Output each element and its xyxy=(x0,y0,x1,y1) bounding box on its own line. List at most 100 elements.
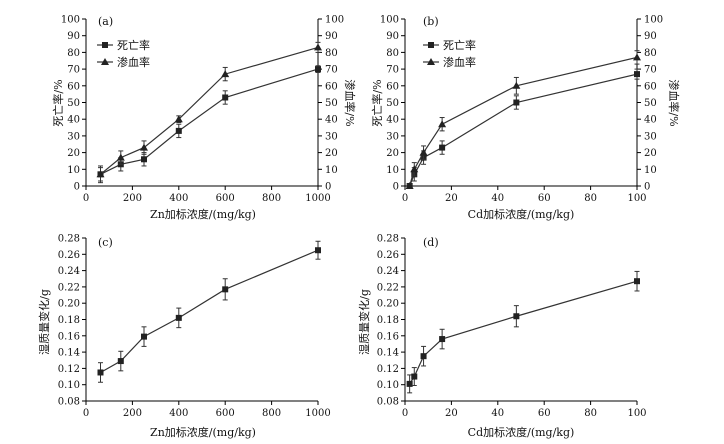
y-tick-label: 0.08 xyxy=(58,397,80,408)
data-point-triangle xyxy=(140,143,148,151)
x-tick-label: 600 xyxy=(216,193,235,204)
panel-c-label: (c) xyxy=(98,236,113,249)
y2-tick-label: 20 xyxy=(325,148,338,159)
panel-a-xlabel: Zn加标浓度/(mg/kg) xyxy=(150,207,256,221)
x-tick-label: 60 xyxy=(538,408,551,419)
y-tick-label: 0.28 xyxy=(377,234,399,245)
legend-marker-square xyxy=(102,42,108,48)
y2-tick-label: 90 xyxy=(325,31,338,42)
data-point-square xyxy=(411,373,418,380)
y-tick-label: 0.12 xyxy=(377,364,399,375)
data-point-square xyxy=(513,313,520,320)
data-point-triangle xyxy=(221,70,230,78)
panel-a-label: (a) xyxy=(98,15,113,28)
y2-tick-label: 100 xyxy=(325,15,344,26)
x-tick-label: 40 xyxy=(491,193,504,204)
y-tick-label: 20 xyxy=(67,148,80,159)
y-tick-label: 0.20 xyxy=(58,299,80,310)
y-tick-label: 70 xyxy=(67,65,80,76)
legend-label-mortality: 死亡率 xyxy=(117,38,150,52)
y-tick-label: 80 xyxy=(386,48,399,59)
data-point-square xyxy=(222,286,229,293)
data-point-triangle xyxy=(419,148,428,156)
data-point-square xyxy=(439,144,446,151)
y-tick-label: 60 xyxy=(386,81,399,92)
series-line xyxy=(409,56,638,187)
legend-marker-triangle xyxy=(427,58,435,65)
y2-tick-label: 50 xyxy=(325,98,338,109)
data-point-triangle xyxy=(96,170,105,178)
data-point-square xyxy=(117,358,124,365)
x-tick-label: 80 xyxy=(584,193,597,204)
data-point-square xyxy=(141,333,147,340)
data-point-square xyxy=(315,66,321,73)
y2-tick-label: 80 xyxy=(644,48,657,59)
data-point-triangle xyxy=(405,182,414,189)
series-line xyxy=(100,68,319,175)
panel-d-xlabel: Cd加标浓度/(mg/kg) xyxy=(468,425,575,439)
y2-tick-label: 30 xyxy=(325,131,338,142)
y2-tick-label: 0 xyxy=(325,182,331,193)
x-tick-label: 0 xyxy=(402,408,408,419)
panel-d-marks xyxy=(406,270,640,394)
y2-tick-label: 40 xyxy=(644,115,657,126)
y-tick-label: 0.20 xyxy=(377,299,399,310)
data-point-square xyxy=(513,99,520,106)
x-tick-label: 1000 xyxy=(305,408,330,419)
data-point-triangle xyxy=(410,165,419,173)
y-tick-label: 0.18 xyxy=(58,315,80,326)
y-tick-label: 0.12 xyxy=(58,364,80,375)
y-tick-label: 10 xyxy=(386,165,399,176)
y-tick-label: 0.22 xyxy=(58,282,80,293)
y-tick-label: 0.14 xyxy=(58,348,80,359)
y2-tick-label: 20 xyxy=(644,148,657,159)
panel-a-marks xyxy=(96,41,322,184)
y-tick-label: 0.08 xyxy=(377,397,399,408)
y-tick-label: 100 xyxy=(61,15,80,26)
data-point-square xyxy=(406,380,413,387)
x-tick-label: 20 xyxy=(445,408,458,419)
y-tick-label: 60 xyxy=(67,81,80,92)
legend-marker-triangle xyxy=(101,58,109,65)
y-tick-label: 100 xyxy=(380,15,399,26)
y2-tick-label: 60 xyxy=(325,81,338,92)
panel-c-marks xyxy=(97,240,321,383)
panel-b-legend: 死亡率 渗血率 xyxy=(423,38,476,69)
x-tick-label: 800 xyxy=(262,408,281,419)
y-tick-label: 90 xyxy=(386,31,399,42)
y-tick-label: 0.24 xyxy=(377,266,399,277)
legend-label-bleeding: 渗血率 xyxy=(117,55,150,69)
data-point-square xyxy=(439,336,446,343)
y-tick-label: 10 xyxy=(67,165,80,176)
y-tick-label: 50 xyxy=(386,98,399,109)
y-tick-label: 30 xyxy=(67,131,80,142)
legend-marker-square xyxy=(428,42,434,48)
data-point-square xyxy=(420,353,427,360)
y2-tick-label: 90 xyxy=(644,31,657,42)
data-point-square xyxy=(141,156,147,163)
y-tick-label: 0.16 xyxy=(58,331,80,342)
y-tick-label: 30 xyxy=(386,131,399,142)
y-tick-label: 40 xyxy=(386,115,399,126)
data-point-square xyxy=(222,94,229,101)
x-tick-label: 800 xyxy=(262,193,281,204)
series-line xyxy=(100,249,319,373)
data-point-square xyxy=(175,314,182,321)
data-point-triangle xyxy=(438,120,447,128)
y-tick-label: 40 xyxy=(67,115,80,126)
y2-tick-label: 50 xyxy=(644,98,657,109)
y-tick-label: 90 xyxy=(67,31,80,42)
data-point-square xyxy=(97,369,104,376)
panel-d-axes: 0 20 40 60 80 100 0.08 0.10 0.12 0.14 0.16 0.18 0.20… xyxy=(377,234,647,420)
data-point-square xyxy=(315,247,321,254)
y-tick-label: 0.26 xyxy=(58,250,80,261)
data-point-triangle xyxy=(512,81,521,89)
panel-c: 0 200 400 600 800 1000 0.08 0.10 0.12 0.14 0.16 0.1… xyxy=(37,234,331,440)
y-tick-label: 20 xyxy=(386,148,399,159)
panel-b-y2label: 渗血率/% xyxy=(667,79,681,126)
legend-label-mortality: 死亡率 xyxy=(443,38,476,52)
panel-c-axes: 0 200 400 600 800 1000 0.08 0.10 0.12 0.14 0.16 0.1… xyxy=(58,234,331,420)
